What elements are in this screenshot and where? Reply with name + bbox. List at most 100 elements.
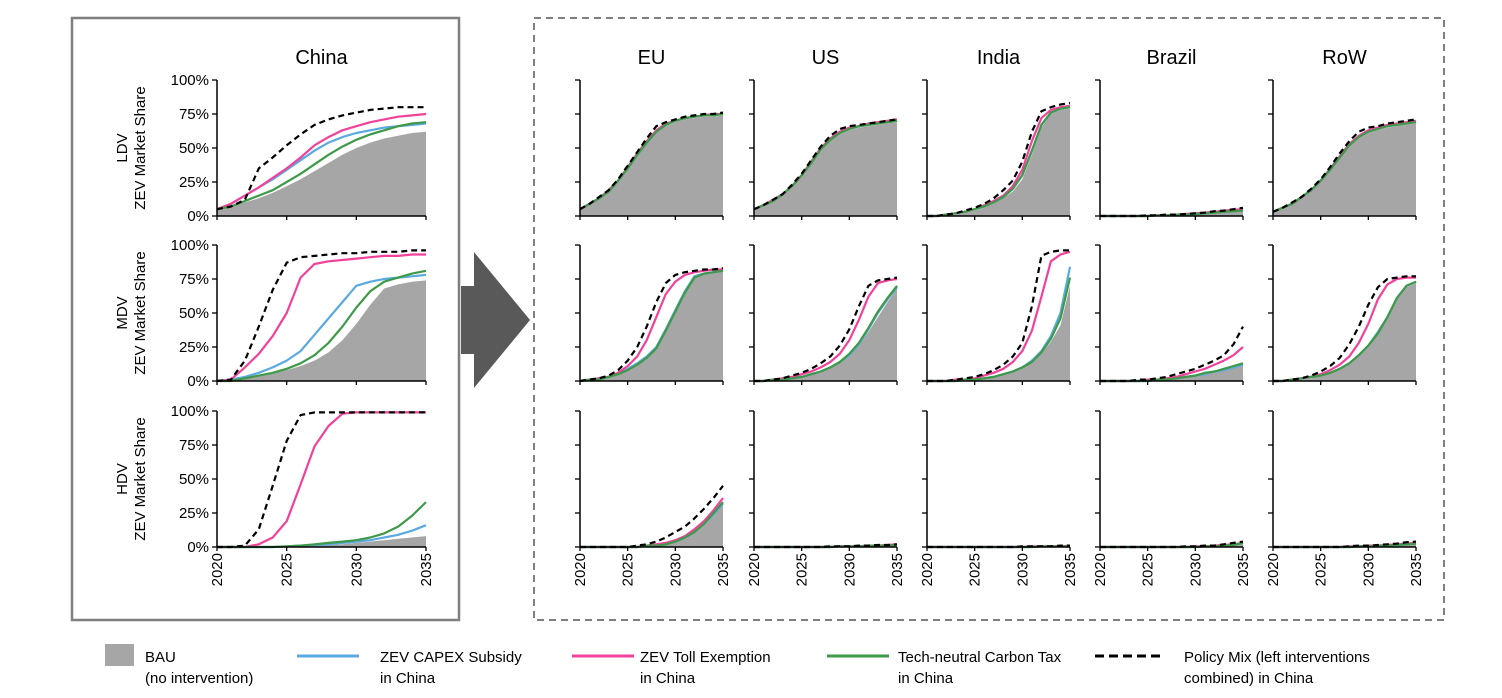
x-tick-label: 2035	[889, 553, 906, 586]
mix-line	[216, 249, 426, 383]
y-axis-title: ZEV Market Share	[132, 251, 149, 374]
x-tick-label: 2025	[794, 553, 811, 586]
vehicle-class-label: MDV	[114, 296, 131, 329]
capex-line	[216, 273, 427, 383]
x-tick-label: 2035	[1408, 553, 1425, 586]
mix-line	[1272, 118, 1417, 213]
y-tick-label: 0%	[187, 539, 209, 556]
legend-label: in China	[898, 670, 954, 687]
panel-china-ldv: 0% 25% 50% 75% 100%	[171, 72, 427, 225]
y-tick-label: 100%	[171, 403, 209, 420]
y-axis-title: ZEV Market Share	[132, 86, 149, 209]
y-tick-label: 75%	[179, 437, 209, 454]
bau-area	[1273, 283, 1416, 381]
legend-item-toll: ZEV Toll Exemption in China	[572, 649, 771, 687]
x-tick-label: 2035	[1235, 553, 1252, 586]
panel-brazil-ldv	[1095, 79, 1244, 220]
y-tick-label: 75%	[179, 106, 209, 123]
region-title-india: India	[977, 47, 1021, 69]
mix-line	[217, 411, 426, 549]
mix-line	[753, 118, 898, 211]
y-tick-label: 0%	[187, 208, 209, 225]
x-tick-label: 2025	[620, 553, 637, 586]
toll-line	[216, 112, 427, 211]
tax-line	[216, 121, 427, 211]
region-title-china: China	[295, 47, 348, 69]
region-title-us: US	[812, 47, 840, 69]
bau-area	[754, 288, 897, 381]
bau-area	[754, 122, 897, 216]
bau-area	[1100, 364, 1243, 381]
y-tick-label: 25%	[179, 505, 209, 522]
panel-row-hdv: 2020 2025 2030 2035	[1265, 410, 1425, 586]
y-tick-label: 75%	[179, 271, 209, 288]
legend-label: Policy Mix (left interventions	[1184, 649, 1370, 666]
panel-china-hdv: 0% 25% 50% 75% 100% 2020 2025 2030 2035	[171, 403, 435, 586]
mix-line	[754, 276, 898, 383]
vehicle-class-label: LDV	[114, 133, 131, 162]
mix-line	[579, 267, 724, 383]
y-axis-label-ldv: LDV ZEV Market Share	[114, 86, 149, 209]
legend-item-capex: ZEV CAPEX Subsidy in China	[297, 649, 522, 687]
y-tick-label: 25%	[179, 339, 209, 356]
y-tick-label: 100%	[171, 237, 209, 254]
y-tick-label: 50%	[179, 140, 209, 157]
y-tick-label: 100%	[171, 72, 209, 89]
legend-item-bau: BAU (no intervention)	[105, 644, 253, 687]
x-tick-label: 2020	[572, 553, 589, 586]
panel-row-mdv	[1268, 244, 1417, 385]
tax-line	[579, 112, 724, 211]
x-tick-label: 2035	[418, 553, 435, 586]
panel-eu-mdv	[575, 244, 724, 385]
china-panel-frame	[70, 16, 461, 622]
x-tick-label: 2020	[919, 553, 936, 586]
bau-area	[217, 536, 426, 547]
mix-line	[216, 106, 426, 211]
bau-area	[1273, 123, 1416, 216]
x-tick-label: 2020	[209, 553, 226, 586]
legend-label: in China	[640, 670, 696, 687]
panel-us-hdv: 2020 2025 2030 2035	[746, 410, 906, 586]
x-tick-label: 2020	[1092, 553, 1109, 586]
region-title-eu: EU	[638, 47, 666, 69]
legend-label: in China	[380, 670, 436, 687]
panel-us-mdv	[749, 244, 898, 385]
x-tick-label: 2030	[1014, 553, 1031, 586]
toll-line	[217, 411, 426, 549]
x-tick-label: 2030	[841, 553, 858, 586]
y-tick-label: 50%	[179, 471, 209, 488]
panel-eu-ldv	[575, 79, 724, 220]
x-tick-label: 2025	[1313, 553, 1330, 586]
legend-label: combined) in China	[1184, 670, 1314, 687]
y-tick-label: 50%	[179, 305, 209, 322]
x-tick-label: 2030	[1187, 553, 1204, 586]
panel-china-mdv: 0% 25% 50% 75% 100%	[171, 237, 427, 390]
x-tick-label: 2030	[1360, 553, 1377, 586]
y-axis-label-hdv: HDV ZEV Market Share	[114, 417, 149, 540]
region-title-row: RoW	[1322, 47, 1367, 69]
legend-item-tax: Tech-neutral Carbon Tax in China	[827, 649, 1062, 687]
legend-label: ZEV Toll Exemption	[640, 649, 771, 666]
legend-label: Tech-neutral Carbon Tax	[898, 649, 1062, 666]
panel-india-ldv	[922, 79, 1071, 220]
legend-label: BAU	[145, 649, 176, 666]
vehicle-class-label: HDV	[114, 463, 131, 495]
bau-area	[1100, 211, 1243, 216]
x-tick-label: 2025	[967, 553, 984, 586]
legend: BAU (no intervention) ZEV CAPEX Subsidy in …	[105, 644, 1370, 687]
tax-line	[1272, 121, 1417, 213]
panel-eu-hdv: 2020 2025 2030 2035	[572, 410, 732, 586]
bau-area	[217, 131, 426, 216]
bau-area	[217, 280, 426, 381]
tax-line	[217, 269, 427, 383]
mix-line	[1273, 275, 1416, 383]
x-tick-label: 2035	[1062, 553, 1079, 586]
tax-line	[753, 119, 898, 211]
y-axis-title: ZEV Market Share	[132, 417, 149, 540]
panel-brazil-mdv	[1095, 244, 1244, 385]
panel-row-ldv	[1268, 79, 1417, 220]
y-tick-label: 0%	[187, 373, 209, 390]
x-tick-label: 2020	[1265, 553, 1282, 586]
x-tick-label: 2030	[667, 553, 684, 586]
